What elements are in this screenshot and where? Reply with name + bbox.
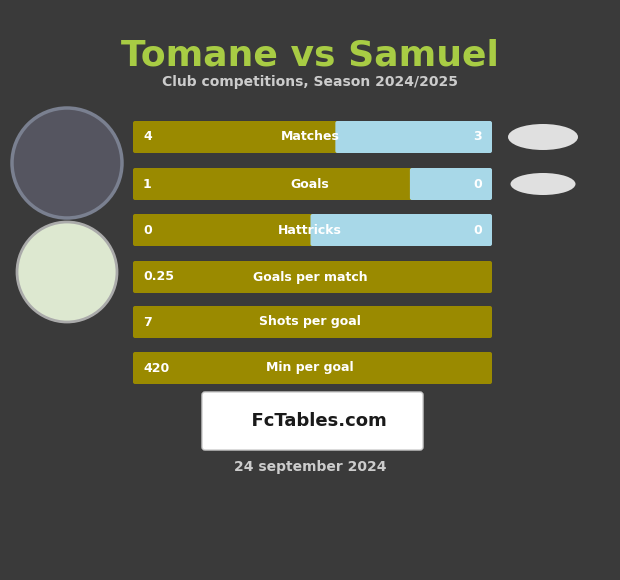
FancyBboxPatch shape [133,306,492,338]
Text: 420: 420 [143,361,169,375]
Ellipse shape [510,173,575,195]
FancyBboxPatch shape [133,121,339,153]
FancyBboxPatch shape [311,214,492,246]
FancyBboxPatch shape [410,168,492,200]
Text: Min per goal: Min per goal [266,361,354,375]
FancyBboxPatch shape [133,168,414,200]
Text: 0: 0 [473,177,482,190]
Text: 0: 0 [473,223,482,237]
Circle shape [12,108,122,218]
Text: Club competitions, Season 2024/2025: Club competitions, Season 2024/2025 [162,75,458,89]
Text: 0.25: 0.25 [143,270,174,284]
Text: 24 september 2024: 24 september 2024 [234,460,386,474]
FancyBboxPatch shape [133,214,314,246]
Text: Hattricks: Hattricks [278,223,342,237]
FancyBboxPatch shape [202,392,423,450]
Text: 3: 3 [474,130,482,143]
Text: 1: 1 [143,177,152,190]
Ellipse shape [508,124,578,150]
Text: 0: 0 [143,223,152,237]
FancyBboxPatch shape [133,261,492,293]
Text: Tomane vs Samuel: Tomane vs Samuel [121,38,499,72]
FancyBboxPatch shape [335,121,492,153]
Text: 4: 4 [143,130,152,143]
FancyBboxPatch shape [133,352,492,384]
Circle shape [17,222,117,322]
Text: Goals per match: Goals per match [253,270,367,284]
Text: FcTables.com: FcTables.com [239,412,386,430]
Text: Matches: Matches [281,130,339,143]
Text: Goals: Goals [291,177,329,190]
Text: 7: 7 [143,316,152,328]
Text: Shots per goal: Shots per goal [259,316,361,328]
